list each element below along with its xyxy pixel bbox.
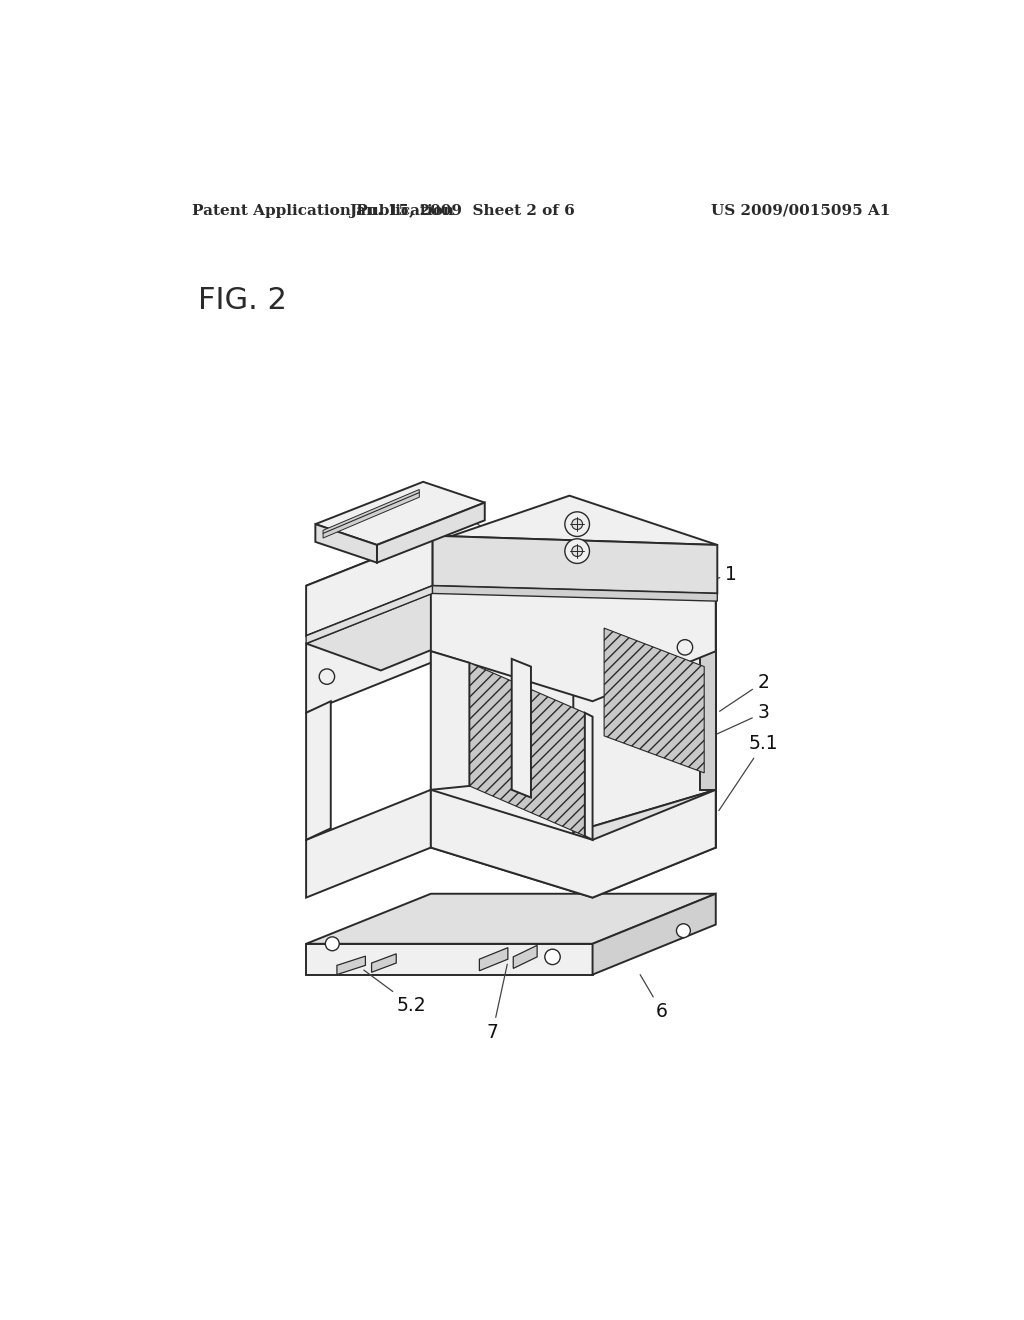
- Polygon shape: [306, 536, 432, 636]
- Text: Patent Application Publication: Patent Application Publication: [193, 203, 455, 218]
- Circle shape: [545, 949, 560, 965]
- Polygon shape: [585, 713, 593, 840]
- Polygon shape: [573, 548, 716, 649]
- Polygon shape: [306, 594, 431, 713]
- Polygon shape: [323, 490, 419, 539]
- Polygon shape: [377, 503, 484, 562]
- Polygon shape: [306, 894, 716, 944]
- Text: 1: 1: [688, 565, 737, 587]
- Polygon shape: [573, 789, 716, 890]
- Circle shape: [677, 924, 690, 937]
- Polygon shape: [431, 651, 469, 789]
- Text: 7: 7: [315, 661, 328, 680]
- Text: US 2009/0015095 A1: US 2009/0015095 A1: [711, 203, 890, 218]
- Polygon shape: [469, 663, 585, 836]
- Polygon shape: [306, 789, 431, 898]
- Polygon shape: [431, 789, 716, 898]
- Polygon shape: [479, 948, 508, 970]
- Polygon shape: [512, 659, 531, 797]
- Polygon shape: [432, 586, 717, 601]
- Polygon shape: [700, 649, 716, 789]
- Circle shape: [319, 669, 335, 684]
- Circle shape: [571, 519, 583, 529]
- Text: 10: 10: [453, 506, 518, 556]
- Text: 2: 2: [720, 672, 769, 711]
- Polygon shape: [372, 954, 396, 973]
- Polygon shape: [315, 524, 377, 562]
- Circle shape: [565, 539, 590, 564]
- Polygon shape: [513, 945, 538, 969]
- Polygon shape: [306, 496, 717, 586]
- Polygon shape: [306, 944, 593, 974]
- Text: 3: 3: [707, 704, 769, 739]
- Polygon shape: [604, 628, 705, 774]
- Polygon shape: [573, 601, 716, 832]
- Polygon shape: [432, 536, 717, 594]
- Text: Jan. 15, 2009  Sheet 2 of 6: Jan. 15, 2009 Sheet 2 of 6: [349, 203, 574, 218]
- Circle shape: [565, 512, 590, 536]
- Text: 5.1: 5.1: [719, 734, 778, 810]
- Polygon shape: [431, 548, 716, 701]
- Text: FIG. 2: FIG. 2: [199, 286, 287, 315]
- Polygon shape: [315, 482, 484, 545]
- Text: 5.2: 5.2: [364, 970, 426, 1015]
- Polygon shape: [337, 956, 366, 974]
- Circle shape: [677, 640, 692, 655]
- Text: 7: 7: [486, 964, 507, 1041]
- Polygon shape: [593, 894, 716, 974]
- Polygon shape: [306, 701, 331, 840]
- Polygon shape: [431, 548, 716, 898]
- Circle shape: [326, 937, 339, 950]
- Polygon shape: [306, 586, 432, 644]
- Polygon shape: [306, 594, 504, 671]
- Text: 6: 6: [640, 974, 668, 1022]
- Circle shape: [571, 545, 583, 557]
